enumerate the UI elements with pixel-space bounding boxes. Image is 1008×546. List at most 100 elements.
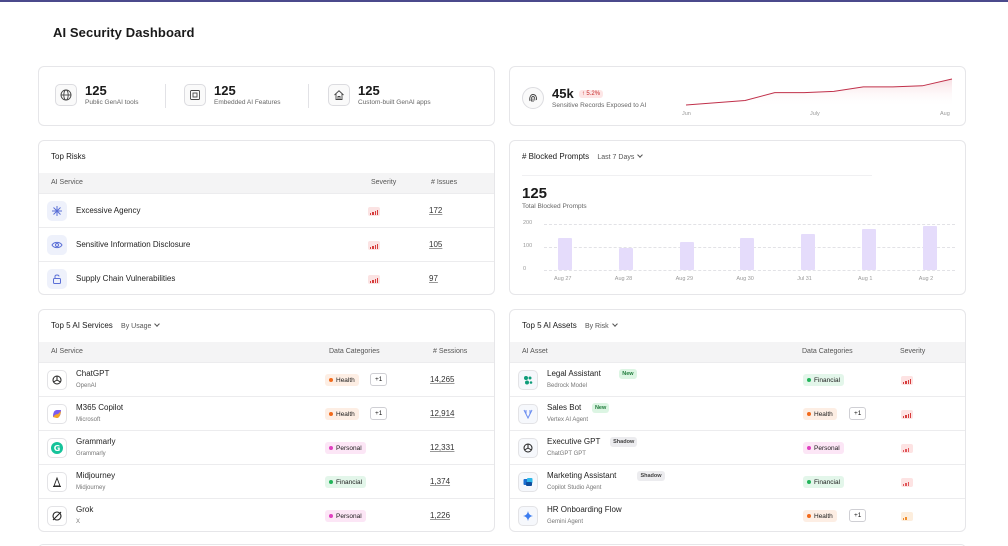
period-label: Last 7 Days (597, 154, 635, 161)
asset-badge: New (591, 403, 610, 413)
blocked-bar-chart: 0 100 200 Aug 27 Aug 28 Aug 29 Aug 30 Jul 31 Aug… (510, 220, 967, 293)
severity-icon (901, 376, 913, 385)
blocked-prompts-card: # Blocked Prompts Last 7 Days 125 Total … (509, 140, 966, 295)
table-row[interactable]: Excessive Agency 172 (39, 193, 494, 227)
assets-title: Top 5 AI Assets (522, 321, 577, 330)
category-tag: Personal (325, 510, 366, 522)
risk-name: Excessive Agency (76, 206, 141, 215)
column-header: Severity (371, 179, 397, 186)
sessions-link[interactable]: 12,914 (430, 409, 455, 418)
service-vendor: Grammarly (76, 451, 106, 457)
chart-bar[interactable] (740, 237, 755, 270)
sort-label: By Usage (121, 323, 152, 330)
chevron-down-icon (637, 152, 644, 158)
asset-name: Legal Assistant (547, 369, 601, 378)
category-tag: Financial (325, 476, 367, 488)
asset-type: Gemini Agent (547, 519, 584, 525)
severity-icon (901, 512, 913, 521)
chart-bar[interactable] (862, 228, 876, 270)
top-services-card: Top 5 AI Services By Usage AI Service Da… (38, 309, 495, 532)
severity-icon (901, 410, 913, 419)
sessions-link[interactable]: 14,265 (430, 375, 455, 384)
trend-axis-label: Jun (682, 111, 691, 117)
chart-bar[interactable] (618, 248, 633, 270)
sensitive-value: 45k (552, 86, 574, 101)
issues-link[interactable]: 172 (429, 206, 443, 215)
table-row[interactable]: Supply Chain Vulnerabilities 97 (39, 261, 494, 295)
stat-public-genai[interactable]: 125 Public GenAI tools (55, 84, 138, 106)
service-vendor: Midjourney (76, 485, 106, 491)
more-categories-button[interactable]: +1 (849, 407, 867, 420)
column-header: AI Asset (522, 348, 548, 355)
unlock-icon (47, 269, 67, 289)
chart-bar[interactable] (679, 242, 694, 270)
chart-bar[interactable] (922, 226, 937, 270)
chart-bar[interactable] (801, 234, 816, 270)
x-tick-label: Jul 31 (797, 276, 812, 282)
category-tag: Health (803, 408, 837, 420)
category-label: Financial (814, 478, 841, 486)
asset-name: Sales Bot (547, 403, 582, 412)
table-row[interactable]: M365 Copilot Microsoft Health +1 12,914 (39, 396, 494, 430)
divider (308, 84, 309, 108)
table-row[interactable]: Marketing Assistant Shadow Copilot Studio … (510, 464, 965, 498)
x-tick-label: Aug 1 (858, 276, 873, 282)
table-row[interactable]: ChatGPT OpenAI Health +1 14,265 (39, 362, 494, 396)
more-categories-button[interactable]: +1 (849, 509, 867, 522)
severity-high-icon (368, 241, 380, 250)
issues-link[interactable]: 105 (429, 240, 443, 249)
divider (522, 175, 872, 176)
period-dropdown[interactable]: Last 7 Days (597, 152, 644, 161)
table-row[interactable]: Sales Bot New Vertex AI Agent Health +1 (510, 396, 965, 430)
blocked-title: # Blocked Prompts (522, 152, 590, 161)
trend-area (686, 79, 952, 107)
table-row[interactable]: HR Onboarding Flow Gemini Agent Health +1 (510, 498, 965, 532)
table-row[interactable]: Legal Assistant New Bedrock Model Financial (510, 362, 965, 396)
svg-text:G: G (54, 444, 61, 453)
service-vendor: OpenAI (76, 383, 97, 389)
table-row[interactable]: Grok X Personal 1,226 (39, 498, 494, 532)
severity-high-icon (368, 275, 380, 284)
copilot-icon (47, 404, 67, 424)
stat-embedded-ai[interactable]: 125 Embedded AI Features (184, 84, 281, 106)
category-label: Health (814, 410, 833, 418)
table-row[interactable]: G Grammarly Grammarly Personal 12,331 (39, 430, 494, 464)
column-header: Data Categories (329, 348, 380, 355)
sessions-link[interactable]: 1,226 (430, 511, 451, 520)
table-row[interactable]: Midjourney Midjourney Financial 1,374 (39, 464, 494, 498)
asset-badge: Shadow (610, 437, 638, 447)
sort-dropdown[interactable]: By Usage (121, 321, 161, 330)
chevron-down-icon (154, 321, 161, 327)
y-tick-label: 0 (523, 266, 527, 272)
chevron-down-icon (611, 321, 618, 327)
stat-custom-genai[interactable]: 125 Custom-built GenAI apps (328, 84, 431, 106)
sort-dropdown[interactable]: By Risk (585, 321, 618, 330)
stat-value: 125 (358, 83, 380, 98)
sensitive-records-card[interactable]: 45k ↑ 5.2% Sensitive Records Exposed to … (509, 66, 966, 126)
chart-bar[interactable] (558, 237, 572, 270)
category-label: Financial (814, 376, 841, 384)
more-categories-button[interactable]: +1 (370, 407, 388, 420)
trend-line (685, 78, 953, 106)
table-row[interactable]: Sensitive Information Disclosure 105 (39, 227, 494, 261)
asset-type: Bedrock Model (547, 383, 588, 389)
category-tag: Personal (803, 442, 844, 454)
change-value: 5.2% (586, 90, 601, 97)
sessions-link[interactable]: 1,374 (430, 477, 451, 486)
table-row[interactable]: Executive GPT Shadow ChatGPT GPT Personal (510, 430, 965, 464)
card-title: Top 5 AI Services By Usage (51, 321, 161, 330)
issues-link[interactable]: 97 (429, 274, 438, 283)
severity-icon (901, 444, 913, 453)
sensitive-trend-chart (685, 78, 953, 107)
risk-name: Supply Chain Vulnerabilities (76, 274, 176, 283)
column-header: Severity (900, 348, 926, 355)
category-label: Personal (336, 512, 362, 520)
chip-icon (184, 84, 206, 106)
service-vendor: X (76, 519, 81, 525)
top-assets-card: Top 5 AI Assets By Risk AI Asset Data Ca… (509, 309, 966, 532)
more-categories-button[interactable]: +1 (370, 373, 388, 386)
asset-name: Marketing Assistant (547, 471, 617, 480)
stat-label: Custom-built GenAI apps (358, 99, 431, 106)
category-tag: Health (325, 374, 359, 386)
sessions-link[interactable]: 12,331 (430, 443, 455, 452)
